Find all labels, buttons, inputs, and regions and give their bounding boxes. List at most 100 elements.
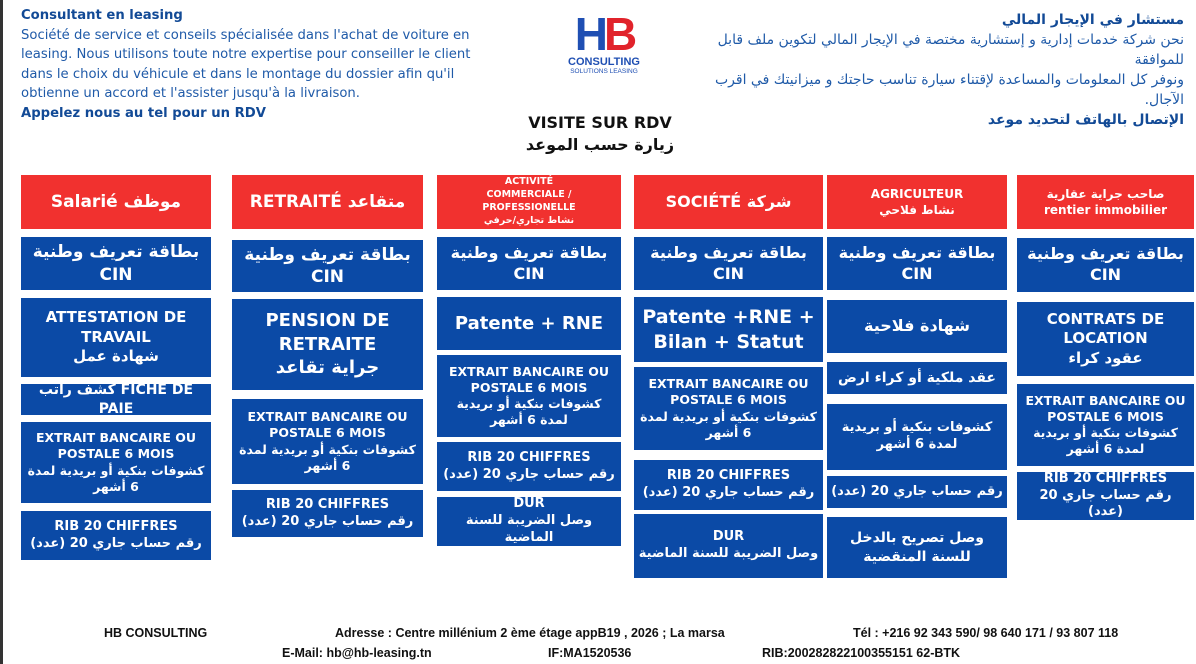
requirement-line: EXTRAIT BANCAIRE OU POSTALE 6 MOIS xyxy=(36,430,196,462)
requirement-line: عقود كراء xyxy=(1068,348,1143,367)
column-header-0: Salarié موظف xyxy=(21,175,211,229)
requirement-box: EXTRAIT BANCAIRE OU POSTALE 6 MOIS كشوفات… xyxy=(232,399,423,484)
requirement-box: RIB 20 CHIFFRES رقم حساب جاري 20 (عدد) xyxy=(634,460,823,510)
visit-fr: VISITE SUR RDV xyxy=(528,113,672,132)
column-header-5: صاحب جراية عقارية rentier immobilier xyxy=(1017,175,1194,229)
requirement-line: جراية تقاعد xyxy=(275,357,380,379)
requirement-line: بطاقة تعريف وطنية CIN xyxy=(450,242,608,283)
requirement-line: بطاقة تعريف وطنية CIN xyxy=(1027,244,1184,284)
intro-arabic: مستشار في الإيجار المالي نحن شركة خدمات … xyxy=(714,10,1184,130)
column-header-line: RETRAITÉ متقاعد xyxy=(249,191,406,212)
column-header-2: ACTIVITÉ COMMERCIALE / PROFESSIONELLE نشاط… xyxy=(437,175,621,229)
intro-ar-cta: الإتصال بالهاتف لتحديد موعد xyxy=(987,112,1184,128)
requirement-line: وصل الضريبة للسنة الماضية xyxy=(638,546,819,561)
requirement-box: بطاقة تعريف وطنية CIN xyxy=(827,237,1007,290)
intro-ar-title: مستشار في الإيجار المالي xyxy=(1001,12,1184,28)
hb-consulting-logo: HB CONSULTING SOLUTIONS LEASING xyxy=(562,11,646,75)
requirement-line: رقم حساب جاري 20 (عدد) xyxy=(443,466,615,482)
requirement-box: RIB 20 CHIFFRES رقم حساب جاري 20 (عدد) xyxy=(1017,470,1194,520)
intro-fr-cta: Appelez nous au tel pour un RDV xyxy=(21,105,266,121)
requirement-box: كشوفات بنكية أو بريدية لمدة 6 أشهر xyxy=(827,404,1007,470)
logo-consulting: CONSULTING xyxy=(568,56,640,68)
requirement-box: كشف راتب FICHE DE PAIE xyxy=(21,382,211,417)
requirement-box: PENSION DE RETRAITE جراية تقاعد xyxy=(232,299,423,390)
requirement-box: RIB 20 CHIFFRES رقم حساب جاري 20 (عدد) xyxy=(21,511,211,560)
requirement-line: RIB 20 CHIFFRES xyxy=(666,468,791,484)
column-header-line: نشاط تجاري/حرفي xyxy=(483,214,575,226)
column-header-line: نشاط فلاحي xyxy=(879,203,955,217)
requirement-line: EXTRAIT BANCAIRE OU POSTALE 6 MOIS xyxy=(247,409,408,441)
requirement-box: RIB 20 CHIFFRES رقم حساب جاري 20 (عدد) xyxy=(437,442,621,491)
requirement-line: كشوفات بنكية أو بريدية لمدة 6 أشهر xyxy=(1033,425,1178,457)
visit-ar: زيارة حسب الموعد xyxy=(525,135,675,154)
requirement-box: بطاقة تعريف وطنية CIN xyxy=(634,237,823,290)
left-edge xyxy=(0,0,3,664)
intro-fr-title: Consultant en leasing xyxy=(21,8,183,23)
requirement-line: EXTRAIT BANCAIRE OU POSTALE 6 MOIS xyxy=(1025,392,1186,424)
requirement-line: شهادة فلاحية xyxy=(864,316,970,336)
requirement-line: وصل تصريح بالدخل للسنة المنقضية xyxy=(849,530,985,565)
requirement-box: RIB 20 CHIFFRES رقم حساب جاري 20 (عدد) xyxy=(232,490,423,537)
column-header-line: Salarié موظف xyxy=(50,191,182,212)
requirement-line: Patente +RNE + Bilan + Statut xyxy=(642,305,815,353)
requirement-box: EXTRAIT BANCAIRE OU POSTALE 6 MOIS كشوفات… xyxy=(437,355,621,437)
requirement-line: RIB 20 CHIFFRES xyxy=(467,449,591,465)
requirement-line: كشوفات بنكية أو بريدية لمدة 6 أشهر xyxy=(841,420,993,452)
requirement-line: رقم حساب جاري 20 (عدد) xyxy=(831,483,1003,499)
requirement-box: CONTRATS DE LOCATION عقود كراء xyxy=(1017,302,1194,376)
column-header-4: AGRICULTEUR نشاط فلاحي xyxy=(827,175,1007,229)
column-header-line: AGRICULTEUR xyxy=(870,186,964,201)
requirement-box: عقد ملكية أو كراء ارض xyxy=(827,362,1007,394)
requirement-line: بطاقة تعريف وطنية CIN xyxy=(32,242,200,285)
requirement-box: EXTRAIT BANCAIRE OU POSTALE 6 MOIS كشوفات… xyxy=(634,367,823,450)
footer-tel: Tél : +216 92 343 590/ 98 640 171 / 93 8… xyxy=(853,626,1119,640)
requirement-box: شهادة فلاحية xyxy=(827,300,1007,353)
footer-rib: RIB:200282822100355151 62-BTK xyxy=(762,646,961,660)
intro-ar-body1: نحن شركة خدمات إدارية و إستشارية مختصة ف… xyxy=(717,32,1184,68)
requirement-line: وصل الضريبة للسنة الماضية xyxy=(465,513,593,545)
column-header-line: SOCIÉTÉ شركة xyxy=(665,192,792,212)
requirement-box: بطاقة تعريف وطنية CIN xyxy=(1017,238,1194,292)
requirement-box: DUR وصل الضريبة للسنة الماضية xyxy=(634,514,823,578)
logo-h: H xyxy=(574,8,608,60)
requirement-box: Patente +RNE + Bilan + Statut xyxy=(634,297,823,362)
intro-ar-body2: ونوفر كل المعلومات والمساعدة لإقتناء سيا… xyxy=(715,72,1184,108)
requirement-box: بطاقة تعريف وطنية CIN xyxy=(437,237,621,290)
requirement-line: رقم حساب جاري 20 (عدد) xyxy=(241,513,414,529)
requirement-line: شهادة عمل xyxy=(73,347,159,366)
requirement-line: Patente + RNE xyxy=(454,312,604,334)
requirement-box: EXTRAIT BANCAIRE OU POSTALE 6 MOIS كشوفات… xyxy=(21,422,211,503)
logo-b: B xyxy=(604,8,637,60)
requirement-line: كشف راتب FICHE DE PAIE xyxy=(38,382,194,417)
intro-french: Consultant en leasing Société de service… xyxy=(21,6,481,123)
requirement-box: DUR وصل الضريبة للسنة الماضية xyxy=(437,496,621,546)
requirement-box: رقم حساب جاري 20 (عدد) xyxy=(827,476,1007,508)
requirement-line: CONTRATS DE LOCATION xyxy=(1046,309,1165,348)
footer-if: IF:MA1520536 xyxy=(548,646,632,660)
requirement-box: بطاقة تعريف وطنية CIN xyxy=(21,237,211,290)
footer-company: HB CONSULTING xyxy=(104,626,208,640)
column-header-line: COMMERCIALE / PROFESSIONELLE xyxy=(482,189,576,213)
requirement-box: وصل تصريح بالدخل للسنة المنقضية xyxy=(827,517,1007,578)
requirement-line: RIB 20 CHIFFRES xyxy=(265,496,390,512)
column-header-line: ACTIVITÉ xyxy=(504,176,554,188)
requirement-line: DUR xyxy=(712,529,745,545)
column-header-1: RETRAITÉ متقاعد xyxy=(232,175,423,229)
requirement-line: رقم حساب جاري 20 (عدد) xyxy=(30,535,202,551)
requirement-box: EXTRAIT BANCAIRE OU POSTALE 6 MOIS كشوفات… xyxy=(1017,384,1194,466)
requirement-line: رقم حساب جاري 20 (عدد) xyxy=(1039,487,1172,520)
footer-address: Adresse : Centre millénium 2 ème étage a… xyxy=(335,626,725,640)
requirement-box: ATTESTATION DE TRAVAIL شهادة عمل xyxy=(21,298,211,377)
requirement-line: كشوفات بنكية أو بريدية لمدة 6 أشهر xyxy=(239,441,416,473)
requirement-line: ATTESTATION DE TRAVAIL xyxy=(45,308,187,346)
requirement-line: كشوفات بنكية أو بريدية لمدة 6 أشهر xyxy=(27,462,205,494)
requirement-line: EXTRAIT BANCAIRE OU POSTALE 6 MOIS xyxy=(449,363,609,395)
footer-email: E-Mail: hb@hb-leasing.tn xyxy=(282,646,432,660)
requirement-box: بطاقة تعريف وطنية CIN xyxy=(232,240,423,292)
requirement-line: RIB 20 CHIFFRES xyxy=(1043,470,1168,486)
visit-heading: VISITE SUR RDV زيارة حسب الموعد xyxy=(480,112,720,156)
requirement-line: بطاقة تعريف وطنية CIN xyxy=(650,242,807,283)
requirement-line: DUR xyxy=(513,496,545,512)
requirement-line: كشوفات بنكية أو بريدية لمدة 6 أشهر xyxy=(640,408,817,440)
column-header-line: صاحب جراية عقارية xyxy=(1046,186,1165,201)
